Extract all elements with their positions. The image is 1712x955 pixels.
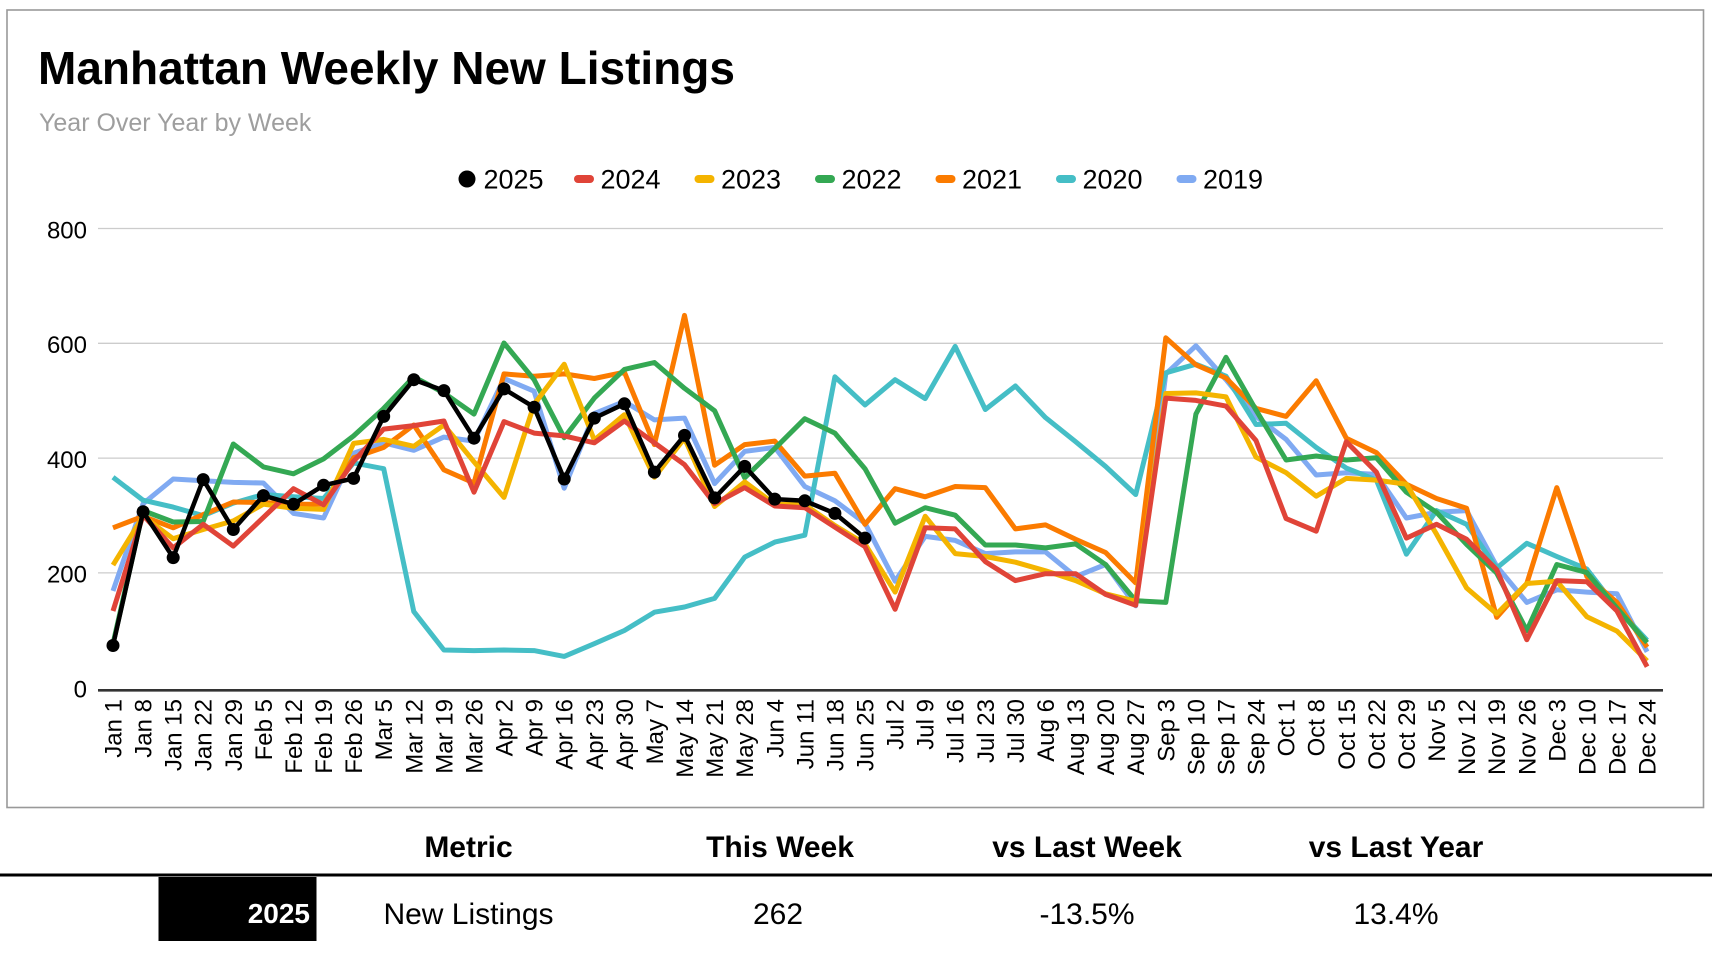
svg-text:vs Last Year: vs Last Year [1309,831,1484,864]
svg-text:Jun 4: Jun 4 [762,699,789,758]
svg-text:Jan 22: Jan 22 [191,699,218,771]
svg-text:Jan 1: Jan 1 [101,699,128,758]
svg-text:600: 600 [47,332,87,359]
svg-text:Year Over Year by Week: Year Over Year by Week [39,109,312,137]
svg-text:Apr 30: Apr 30 [612,699,639,770]
svg-text:Sep 17: Sep 17 [1214,699,1241,775]
svg-text:Apr 2: Apr 2 [492,699,519,756]
svg-text:Apr 23: Apr 23 [582,699,609,770]
svg-text:Jan 8: Jan 8 [131,699,158,758]
svg-text:13.4%: 13.4% [1353,898,1438,931]
svg-text:Mar 19: Mar 19 [431,699,458,774]
svg-text:New Listings: New Listings [383,898,553,931]
svg-text:Oct 22: Oct 22 [1364,699,1391,770]
svg-text:This Week: This Week [706,831,854,864]
svg-text:Mar 12: Mar 12 [401,699,428,774]
svg-text:Sep 24: Sep 24 [1244,699,1271,775]
svg-text:Oct 1: Oct 1 [1274,699,1301,756]
svg-text:Nov 12: Nov 12 [1454,699,1481,775]
svg-text:Oct 8: Oct 8 [1304,699,1331,756]
svg-text:800: 800 [47,217,87,244]
svg-text:Feb 19: Feb 19 [311,699,338,774]
svg-text:Oct 15: Oct 15 [1334,699,1361,770]
svg-text:Jun 11: Jun 11 [792,699,819,769]
svg-text:Jul 23: Jul 23 [973,699,1000,763]
svg-text:200: 200 [47,562,87,589]
svg-text:2025: 2025 [248,898,310,929]
svg-text:Mar 5: Mar 5 [371,699,398,760]
svg-text:Jan 15: Jan 15 [161,699,188,771]
svg-text:Aug 6: Aug 6 [1033,699,1060,762]
svg-text:Jun 18: Jun 18 [822,699,849,771]
svg-text:2021: 2021 [962,165,1022,195]
svg-text:Jul 16: Jul 16 [943,699,970,763]
svg-text:Aug 13: Aug 13 [1063,699,1090,775]
svg-text:Feb 12: Feb 12 [281,699,308,774]
svg-text:Jul 30: Jul 30 [1003,699,1030,763]
svg-text:Apr 9: Apr 9 [522,699,549,756]
svg-text:Jan 29: Jan 29 [221,699,248,771]
svg-text:2020: 2020 [1083,165,1143,195]
svg-text:Dec 24: Dec 24 [1635,699,1662,775]
svg-text:-13.5%: -13.5% [1039,898,1134,931]
svg-text:Sep 3: Sep 3 [1153,699,1180,762]
svg-text:May 21: May 21 [702,699,729,778]
svg-text:2022: 2022 [842,165,902,195]
svg-text:Nov 19: Nov 19 [1484,699,1511,775]
svg-text:May 14: May 14 [672,699,699,778]
svg-text:2024: 2024 [601,165,661,195]
svg-text:Manhattan Weekly New Listings: Manhattan Weekly New Listings [38,42,735,94]
svg-text:Sep 10: Sep 10 [1183,699,1210,775]
svg-text:Aug 20: Aug 20 [1093,699,1120,775]
svg-text:Dec 17: Dec 17 [1605,699,1632,775]
svg-text:vs Last Week: vs Last Week [992,831,1182,864]
svg-text:Jul 9: Jul 9 [913,699,940,750]
svg-text:Mar 26: Mar 26 [462,699,489,774]
svg-text:Feb 5: Feb 5 [251,699,278,760]
svg-text:May 28: May 28 [732,699,759,778]
svg-text:Jun 25: Jun 25 [853,699,880,771]
svg-text:Feb 26: Feb 26 [341,699,368,774]
svg-text:Metric: Metric [424,831,512,864]
svg-text:May 7: May 7 [642,699,669,764]
svg-text:Apr 16: Apr 16 [552,699,579,770]
svg-text:Aug 27: Aug 27 [1123,699,1150,775]
svg-text:Nov 26: Nov 26 [1514,699,1541,775]
svg-text:2025: 2025 [484,165,544,195]
svg-text:Oct 29: Oct 29 [1394,699,1421,770]
svg-text:2019: 2019 [1203,165,1263,195]
svg-text:Dec 10: Dec 10 [1574,699,1601,775]
svg-text:Nov 5: Nov 5 [1424,699,1451,762]
svg-text:0: 0 [74,677,87,704]
svg-text:Jul 2: Jul 2 [883,699,910,750]
svg-text:400: 400 [47,447,87,474]
svg-text:262: 262 [753,898,803,931]
svg-text:Dec 3: Dec 3 [1544,699,1571,762]
svg-text:2023: 2023 [721,165,781,195]
